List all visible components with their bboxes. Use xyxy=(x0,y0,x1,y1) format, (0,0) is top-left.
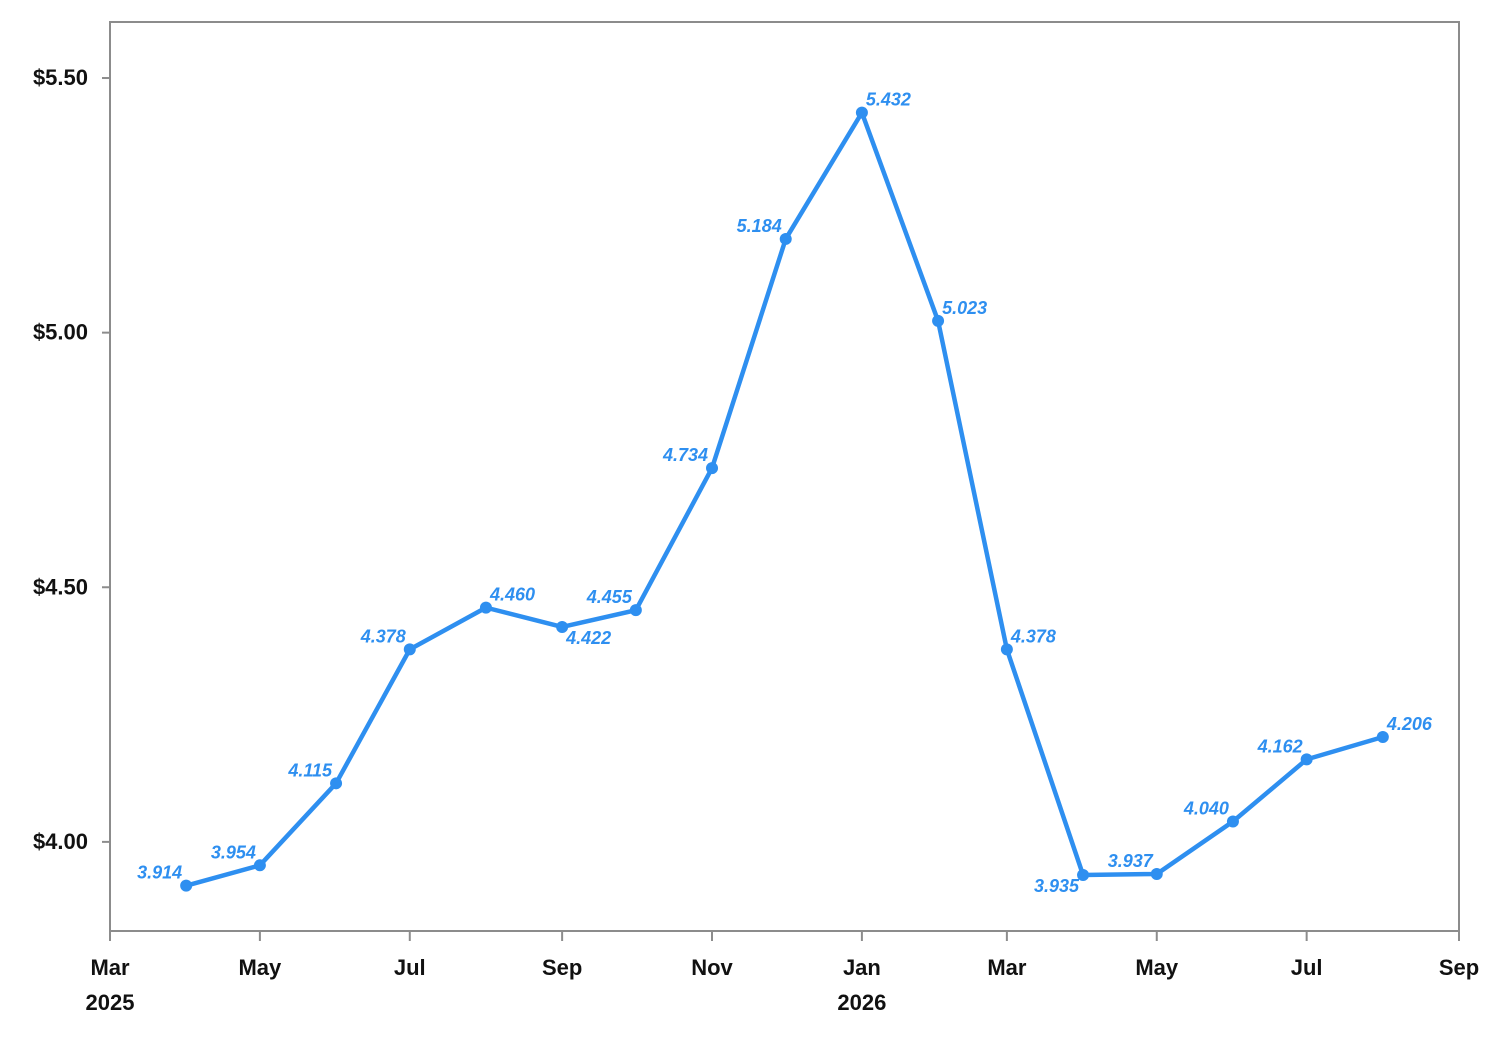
data-label: 4.162 xyxy=(1257,736,1303,756)
x-tick-label: May xyxy=(1135,955,1179,980)
data-label: 3.935 xyxy=(1034,876,1080,896)
x-tick-label: May xyxy=(238,955,282,980)
y-tick-label: $4.50 xyxy=(33,574,88,599)
data-point xyxy=(180,879,193,892)
x-tick-label: Mar xyxy=(90,955,130,980)
data-label: 5.184 xyxy=(737,216,782,236)
data-point xyxy=(706,462,719,475)
x-axis: Mar 2025 May Jul Sep Nov Jan 2026 Mar May Jul Sep xyxy=(86,931,1479,1015)
data-label: 3.937 xyxy=(1108,851,1154,871)
data-point xyxy=(1077,868,1090,881)
data-label: 4.378 xyxy=(1010,626,1056,646)
plot-frame xyxy=(109,21,1460,932)
data-point xyxy=(253,859,266,872)
y-axis: $4.00 $4.50 $5.00 $5.50 xyxy=(33,65,110,854)
series-layer xyxy=(180,106,1389,892)
data-labels-layer: 3.914 3.954 4.115 4.378 4.460 4.422 4.455 4.734… xyxy=(137,90,1433,896)
data-point xyxy=(629,604,642,617)
x-tick-label: Sep xyxy=(542,955,582,980)
x-tick-label: Sep xyxy=(1439,955,1479,980)
x-tick-year-label: 2025 xyxy=(86,990,135,1015)
data-label: 4.206 xyxy=(1386,714,1433,734)
x-tick-label: Mar xyxy=(987,955,1027,980)
data-label: 4.040 xyxy=(1183,799,1229,819)
y-tick-label: $5.00 xyxy=(33,320,88,345)
data-label: 5.023 xyxy=(942,298,987,318)
data-label: 4.115 xyxy=(287,760,333,780)
data-point xyxy=(932,314,945,327)
data-point xyxy=(855,106,868,119)
x-tick-label: Nov xyxy=(691,955,733,980)
y-tick-label: $5.50 xyxy=(33,65,88,90)
data-point xyxy=(1376,730,1389,743)
data-point xyxy=(479,601,492,614)
data-point xyxy=(556,620,569,633)
data-point xyxy=(779,232,792,245)
data-label: 5.432 xyxy=(866,90,911,110)
y-tick-label: $4.00 xyxy=(33,829,88,854)
data-label: 4.460 xyxy=(489,585,535,605)
data-point xyxy=(1150,867,1163,880)
data-point xyxy=(1226,815,1239,828)
data-point xyxy=(330,777,343,790)
data-point xyxy=(1000,643,1013,656)
data-label: 3.914 xyxy=(137,863,182,883)
x-tick-label: Jan xyxy=(843,955,881,980)
data-point xyxy=(1300,753,1313,766)
data-label: 4.455 xyxy=(586,587,633,607)
x-tick-year-label: 2026 xyxy=(837,990,886,1015)
data-label: 3.954 xyxy=(211,842,256,862)
x-tick-label: Jul xyxy=(1291,955,1323,980)
data-label: 4.734 xyxy=(662,445,708,465)
x-tick-label: Jul xyxy=(394,955,426,980)
data-label: 4.378 xyxy=(360,626,406,646)
data-point xyxy=(403,643,416,656)
data-label: 4.422 xyxy=(565,628,611,648)
